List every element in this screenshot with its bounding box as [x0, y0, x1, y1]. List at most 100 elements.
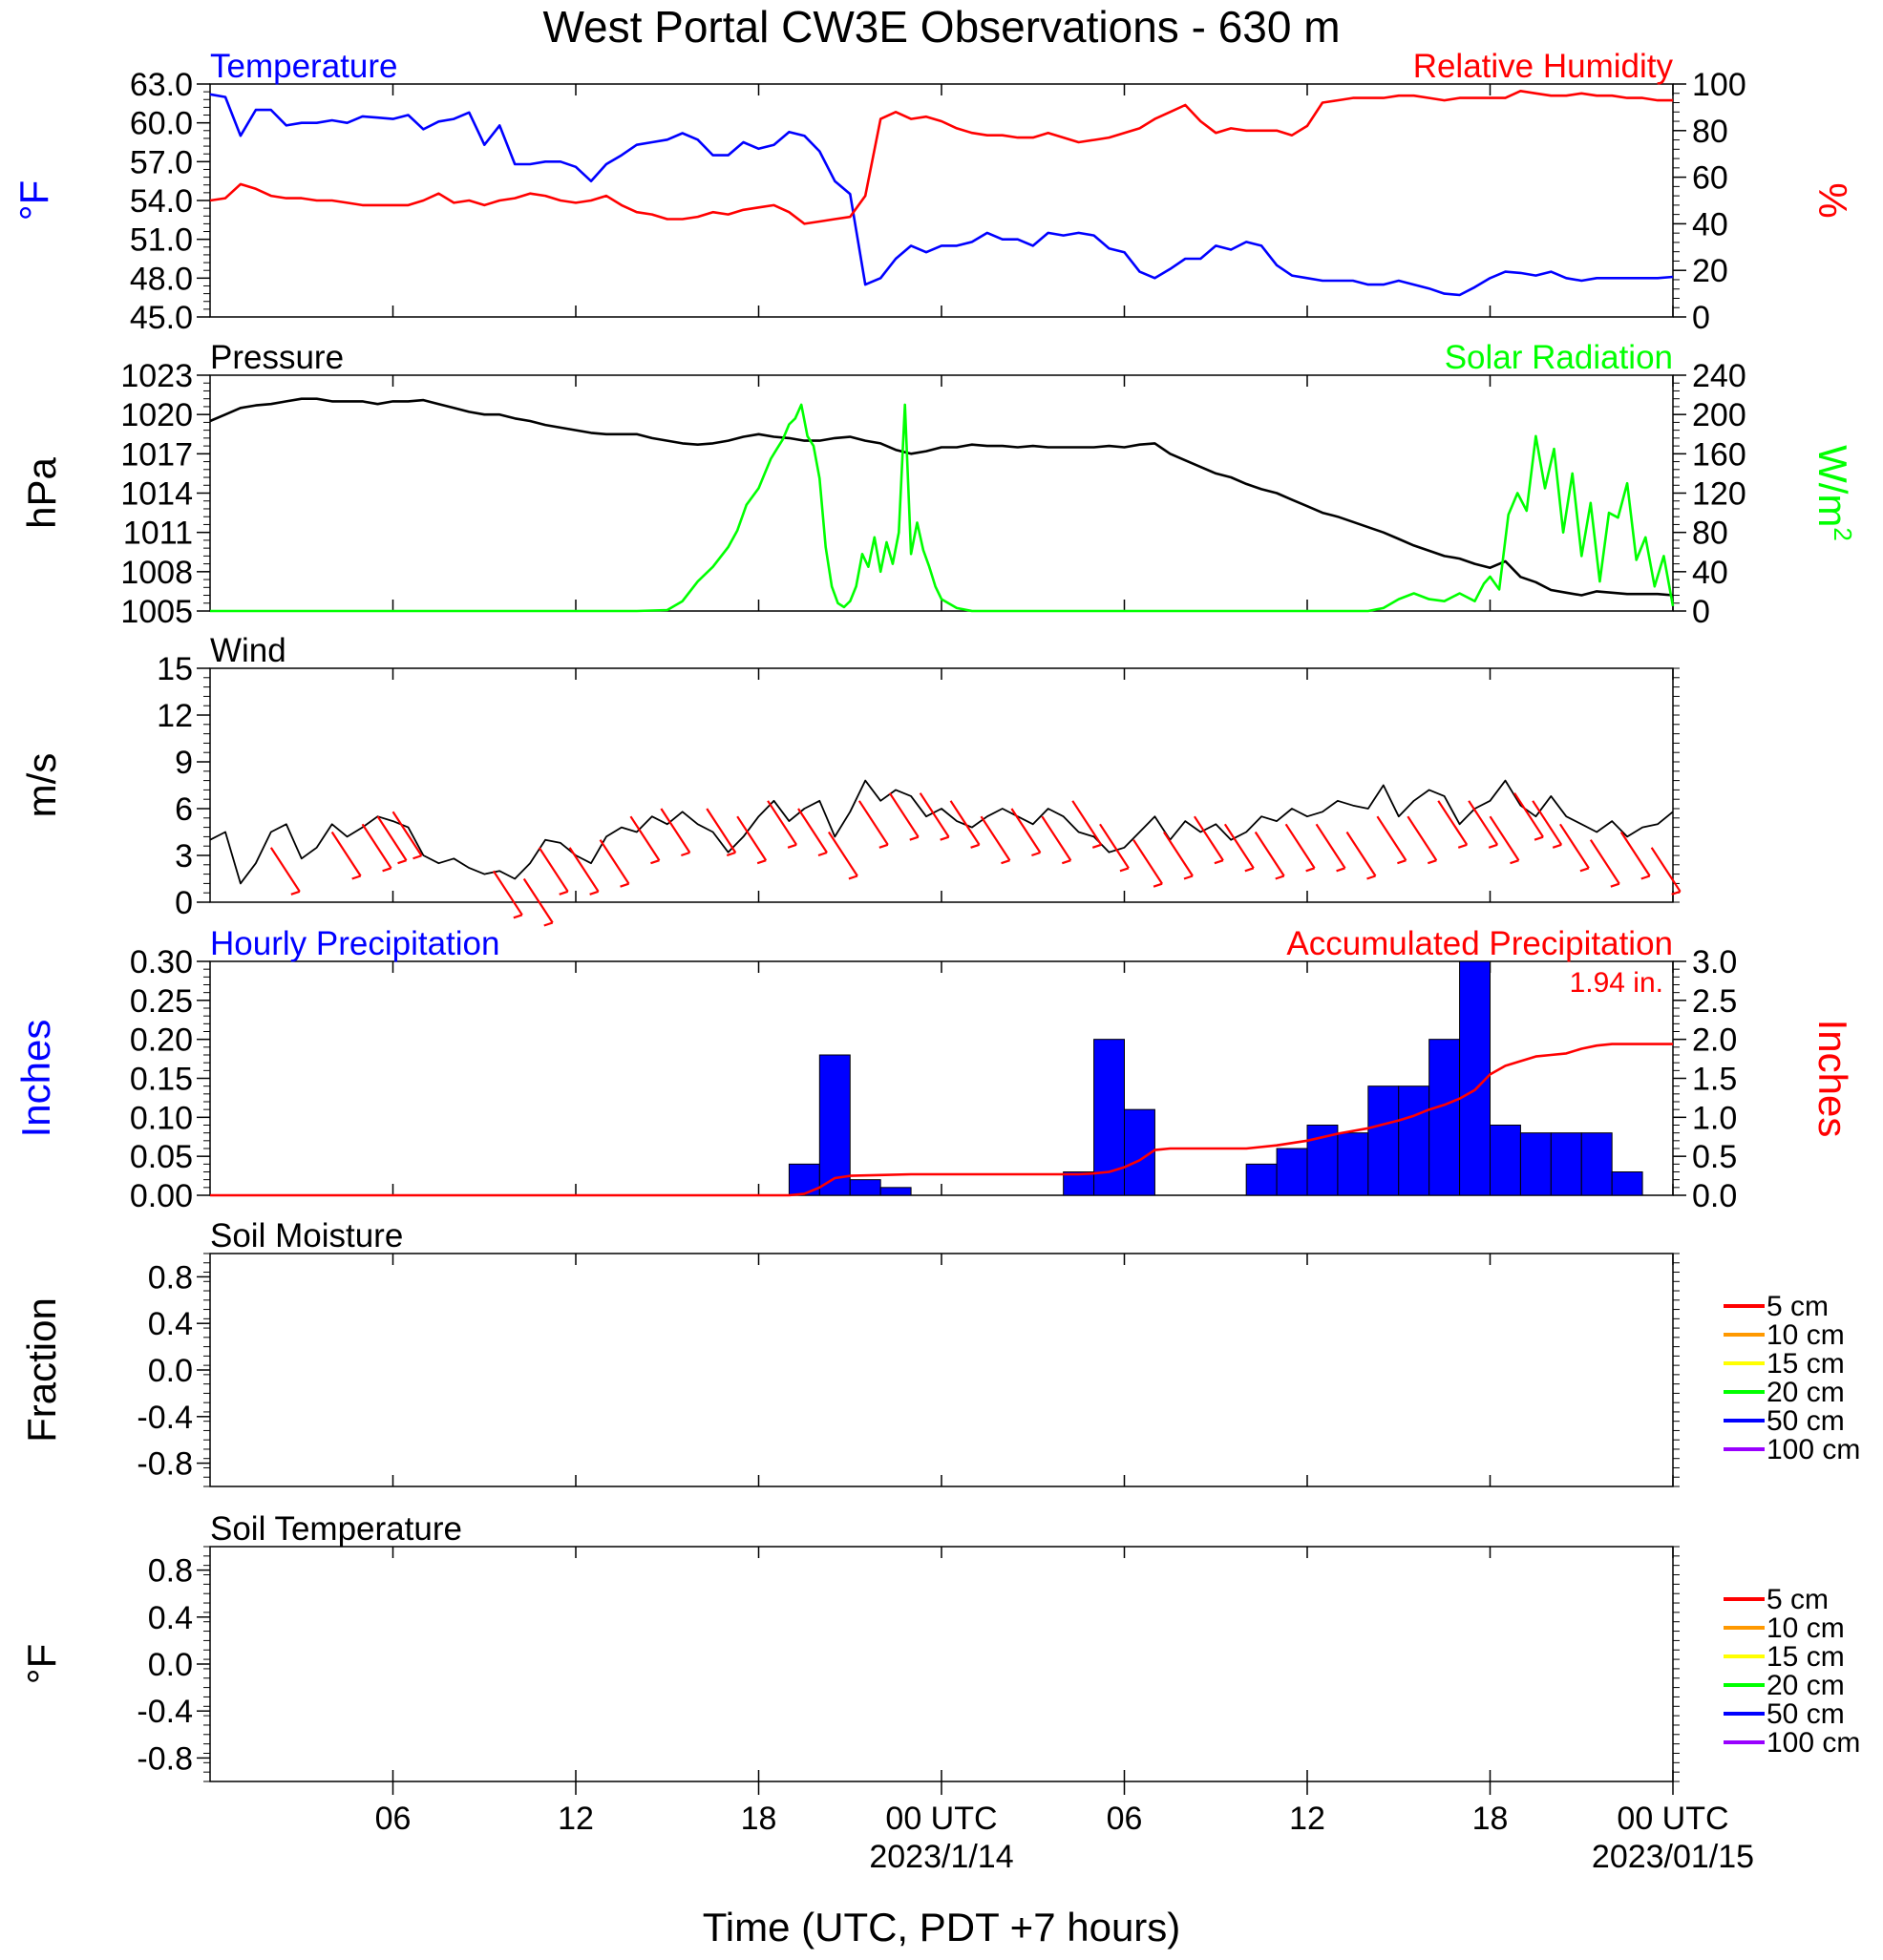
legend-label: 100 cm	[1767, 1434, 1860, 1465]
wind-barb	[492, 870, 523, 919]
y-tick-label-left: 48.0	[130, 261, 193, 297]
y-tick-label-left: 51.0	[130, 222, 193, 259]
legend-label: 5 cm	[1767, 1584, 1829, 1615]
y-tick-label-left: -0.4	[137, 1694, 193, 1730]
precip-bar	[1337, 1132, 1369, 1196]
panel-soil_moisture: Soil Moisture Fraction 0.8 0.4 0.0 -0.4 -0.8 5 …	[19, 1217, 1860, 1487]
wind-barb	[1099, 823, 1130, 873]
y-axis-label-left: °F	[19, 1644, 64, 1684]
wind-barb	[1650, 847, 1682, 896]
series-line-humidity	[209, 90, 1673, 225]
precip-bar	[1550, 1132, 1582, 1196]
panel-left-title: Temperature	[210, 48, 397, 85]
y-axis-label-right-superscript: 2	[1829, 527, 1857, 540]
wind-barb	[1376, 815, 1407, 865]
x-tick-label: 00 UTC	[885, 1801, 997, 1837]
wind-barb	[376, 815, 408, 865]
legend-label: 10 cm	[1767, 1319, 1845, 1351]
y-tick-label-left: 0.4	[148, 1306, 193, 1342]
y-tick-label-left: 63.0	[130, 67, 193, 103]
y-tick-label-left: 0.8	[148, 1553, 193, 1590]
y-tick-label-left: 1017	[120, 436, 193, 473]
y-tick-label-left: 1020	[120, 397, 193, 433]
wind-barb	[1163, 831, 1194, 880]
panel-wind: Wind m/s 15 12 9 6 3 0	[19, 632, 1682, 927]
wind-barb	[736, 815, 768, 865]
wind-barb	[1589, 839, 1620, 888]
y-tick-label-right: 200	[1692, 397, 1746, 433]
y-axis-label-right: Inches	[1810, 1020, 1855, 1138]
y-tick-label-right: 60	[1692, 160, 1728, 197]
y-axis-label-right: %	[1810, 182, 1855, 218]
wind-barb	[1071, 800, 1103, 849]
y-axis-label-left: hPa	[19, 456, 64, 528]
wind-barb	[522, 877, 554, 927]
y-tick-label-right: 3.0	[1692, 944, 1737, 980]
x-tick-label: 06	[375, 1801, 412, 1837]
precip-bar	[1611, 1171, 1643, 1196]
y-tick-label-right: 20	[1692, 253, 1728, 289]
wind-barb	[1619, 831, 1651, 880]
x-tick-date-label: 2023/01/15	[1592, 1839, 1754, 1875]
precip-bar	[1276, 1148, 1308, 1196]
y-tick-label-left: 0.15	[130, 1062, 193, 1098]
wind-barb	[1407, 815, 1438, 865]
precip-bar	[1398, 1085, 1430, 1196]
precip-bar	[1367, 1085, 1400, 1196]
y-tick-label-left: -0.8	[137, 1446, 193, 1483]
panel-left-title: Hourly Precipitation	[210, 925, 499, 962]
wind-barb	[1532, 800, 1563, 849]
y-tick-label-left: 3	[175, 838, 193, 875]
series-line-temperature	[209, 93, 1674, 297]
panels-group: Temperature Relative Humidity°F %63.060.05…	[11, 48, 1860, 1782]
wind-barb	[391, 811, 423, 860]
panel-left-title: Soil Temperature	[210, 1510, 462, 1548]
wind-barb	[797, 808, 828, 857]
x-tick-label: 12	[558, 1801, 594, 1837]
y-axis-label-left: m/s	[19, 753, 64, 818]
precip-bar	[1428, 1039, 1461, 1196]
accum-total-annotation: 1.94 in.	[1570, 967, 1663, 999]
y-tick-label-right: 0.0	[1692, 1178, 1737, 1214]
y-tick-label-left: 0.0	[148, 1647, 193, 1683]
y-tick-label-right: 2.5	[1692, 983, 1737, 1020]
wind-barb	[1284, 823, 1316, 873]
y-tick-label-left: 0	[175, 885, 193, 921]
wind-barb	[568, 847, 600, 896]
y-tick-label-right: 40	[1692, 555, 1728, 591]
y-tick-label-left: 0.4	[148, 1600, 193, 1636]
x-tick-label: 18	[1472, 1801, 1509, 1837]
y-tick-label-left: 0.20	[130, 1022, 193, 1059]
y-tick-label-right: 160	[1692, 436, 1746, 473]
y-tick-label-left: 54.0	[130, 183, 193, 220]
y-tick-label-left: 1014	[120, 476, 193, 513]
y-tick-label-left: 0.0	[148, 1353, 193, 1389]
wind-barb	[1041, 815, 1072, 865]
x-tick-label: 00 UTC	[1617, 1801, 1728, 1837]
y-axis-label-left: Fraction	[19, 1297, 64, 1443]
legend-label: 10 cm	[1767, 1612, 1845, 1644]
panel-temp_rh: Temperature Relative Humidity°F %63.060.05…	[11, 48, 1855, 336]
legend-label: 50 cm	[1767, 1698, 1845, 1730]
panel-right-title: Accumulated Precipitation	[1286, 925, 1673, 962]
precip-bar	[1490, 1125, 1521, 1196]
legend-label: 5 cm	[1767, 1291, 1829, 1322]
precip-bar	[1519, 1132, 1552, 1196]
wind-barb	[706, 808, 737, 857]
wind-barb	[1132, 839, 1163, 888]
wind-barb	[1513, 792, 1544, 841]
wind-barb	[269, 847, 301, 896]
panel-left-title: Soil Moisture	[210, 1217, 403, 1254]
y-tick-label-left: 12	[157, 698, 193, 734]
y-tick-label-left: 9	[175, 745, 193, 781]
wind-barb	[361, 823, 392, 873]
y-tick-label-right: 120	[1692, 476, 1746, 513]
y-tick-label-right: 1.0	[1692, 1100, 1737, 1136]
panel-left-title: Wind	[210, 632, 286, 669]
y-tick-label-left: 6	[175, 791, 193, 828]
wind-barb	[1489, 815, 1520, 865]
y-tick-label-right: 0	[1692, 594, 1710, 630]
wind-barb	[949, 800, 981, 849]
